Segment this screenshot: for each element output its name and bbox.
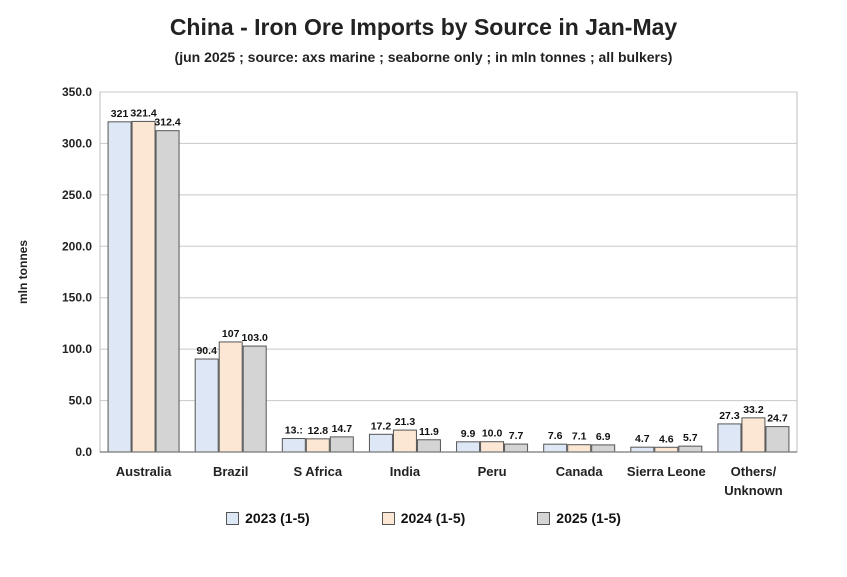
bar [155,130,180,453]
x-tick-label: S Africa [293,464,342,479]
data-label: 107 [222,328,240,340]
bar [392,429,417,453]
legend-swatch-2025 [537,511,551,525]
legend-label-2023: 2023 (1-5) [245,510,310,526]
bar [194,358,219,453]
y-axis-label: mln tonnes [16,240,30,304]
x-tick-label: Sierra Leone [627,464,706,479]
data-label: 7.1 [572,431,587,443]
bar [717,423,742,453]
legend-swatch-2024 [381,511,395,525]
bar [630,446,655,453]
data-label: 13.: [285,425,303,437]
x-tick-label: Others/ [731,464,777,479]
bar [480,441,505,453]
bar [329,436,354,453]
bar [504,443,529,453]
bar [416,439,441,453]
data-label: 7.6 [548,430,563,442]
chart-subtitle: (jun 2025 ; source: axs marine ; seaborn… [174,49,673,65]
legend-label-2024: 2024 (1-5) [400,510,466,526]
data-label: 9.9 [461,428,476,440]
bar [543,443,568,453]
data-label: 103.0 [242,332,268,344]
y-tick-label: 200.0 [62,239,92,253]
data-label: 312.4 [154,117,180,129]
x-tick-label: Peru [478,464,507,479]
data-label: 4.7 [635,433,650,445]
bar [218,341,243,453]
bar [741,417,766,453]
data-label: 321.4 [130,107,156,119]
data-label: 12.8 [308,425,329,437]
bar [368,433,393,453]
y-tick-label: 0.0 [75,445,92,459]
data-label: 321 [111,108,129,120]
bar [591,444,616,453]
data-label: 14.7 [332,423,353,435]
data-label: 5.7 [683,432,698,444]
y-tick-label: 50.0 [69,394,93,408]
legend: 2023 (1-5) 2024 (1-5) 2025 (1-5) [0,510,847,526]
bar [305,438,330,453]
x-tick-label: Brazil [213,464,248,479]
bar [678,445,703,453]
data-label: 90.4 [196,345,217,357]
data-label: 17.2 [371,420,392,432]
y-tick-label: 100.0 [62,342,92,356]
y-tick-label: 250.0 [62,188,92,202]
bar [765,426,790,453]
data-label: 7.7 [509,430,524,442]
legend-item-2023: 2023 (1-5) [226,510,310,526]
bar [131,120,156,453]
data-label: 6.9 [596,431,611,443]
bar [654,446,679,453]
bar [281,438,306,453]
bar [456,441,481,453]
data-label: 11.9 [419,426,439,438]
legend-item-2024: 2024 (1-5) [381,510,466,526]
data-label: 27.3 [719,410,740,422]
legend-swatch-2023 [226,511,240,525]
data-label: 24.7 [767,413,788,425]
x-tick-label: India [390,464,421,479]
y-tick-label: 150.0 [62,291,92,305]
bar [567,444,592,453]
legend-label-2025: 2025 (1-5) [556,510,621,526]
y-tick-label: 350.0 [62,85,92,99]
data-label: 21.3 [395,416,416,428]
x-tick-label: Australia [116,464,172,479]
x-tick-label: Unknown [724,483,783,498]
data-label: 33.2 [743,404,764,416]
y-tick-label: 300.0 [62,136,92,150]
x-tick-label: Canada [556,464,604,479]
chart-title: China - Iron Ore Imports by Source in Ja… [169,14,678,40]
legend-item-2025: 2025 (1-5) [537,510,621,526]
data-label: 10.0 [482,428,503,440]
bar [242,345,267,453]
bar [107,121,132,453]
data-label: 4.6 [659,433,674,445]
